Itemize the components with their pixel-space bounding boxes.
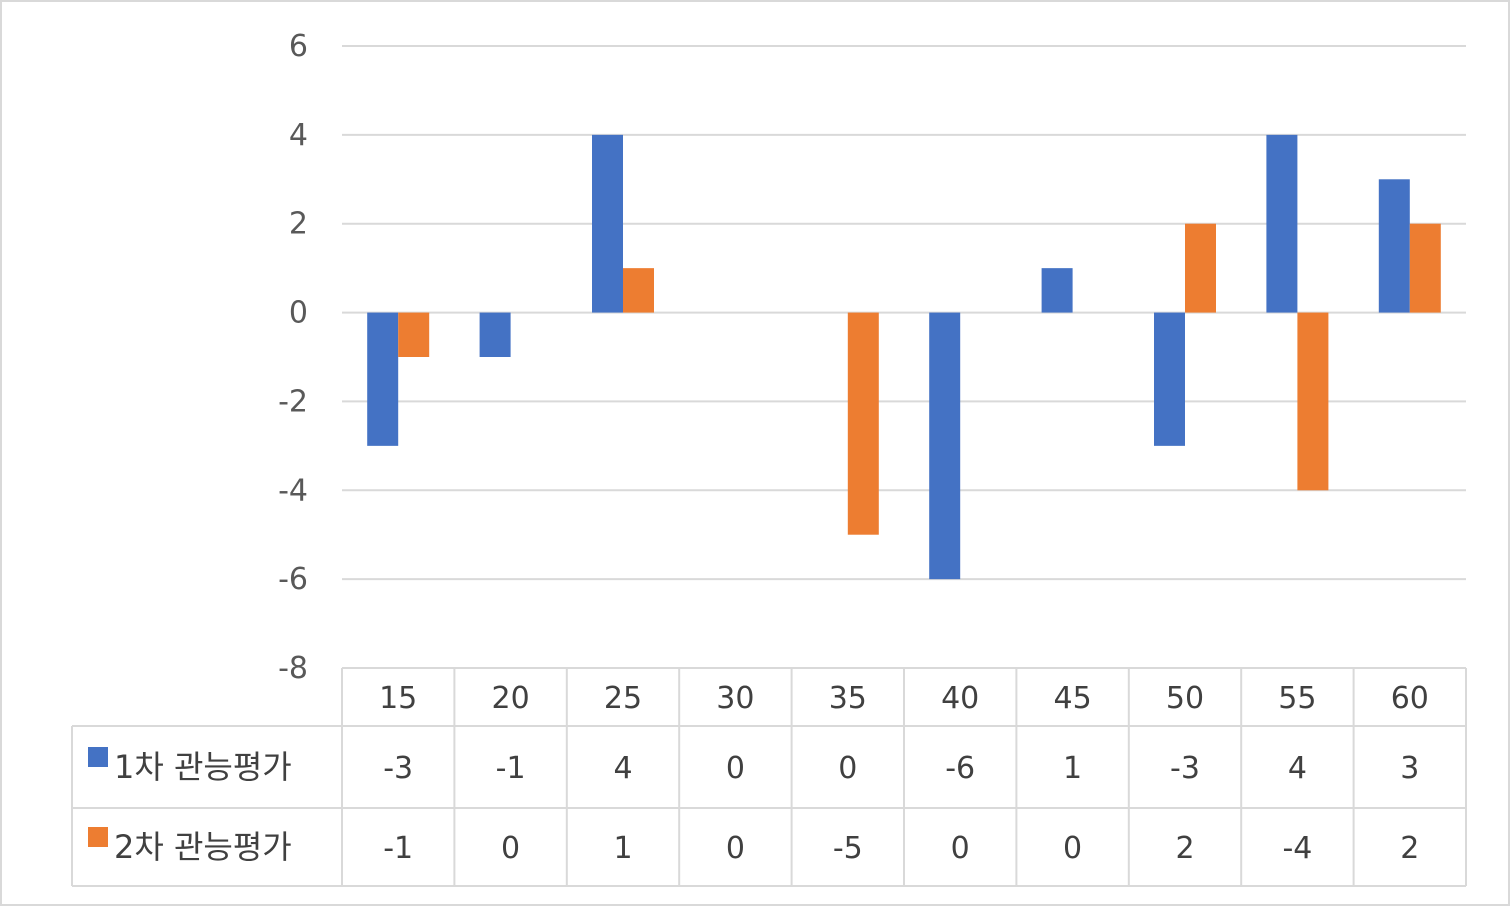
bar-series-2-50	[1185, 223, 1216, 313]
bar-series-1-20	[479, 312, 511, 357]
bar-series-1-40	[929, 312, 961, 580]
series-name-label: 2차 관능평가	[114, 828, 292, 866]
x-category-label: 20	[492, 681, 530, 716]
bar-series-1-25	[592, 134, 623, 313]
y-tick-label: 2	[289, 207, 308, 242]
x-category-label: 55	[1278, 681, 1316, 716]
legend-key-series-2	[88, 827, 108, 847]
data-table-value: 0	[726, 831, 745, 866]
bar-series-2-60	[1409, 223, 1441, 313]
x-category-label: 25	[604, 681, 642, 716]
legend-key-series-1	[88, 747, 108, 767]
data-table-value: 0	[951, 831, 970, 866]
data-table-value: -4	[1282, 831, 1312, 866]
y-tick-label: -4	[278, 473, 308, 508]
data-table-value: -3	[383, 751, 413, 786]
bar-series-1-15	[367, 312, 399, 446]
data-table-value: -1	[383, 831, 413, 866]
y-tick-label: -2	[278, 384, 308, 419]
data-table-value: 2	[1400, 831, 1419, 866]
data-table-value: 0	[726, 751, 745, 786]
data-table-value: 0	[501, 831, 520, 866]
x-category-label: 15	[379, 681, 417, 716]
bar-series-1-45	[1041, 268, 1073, 313]
x-category-label: 40	[941, 681, 979, 716]
data-table-value: 4	[613, 751, 632, 786]
y-tick-label: -6	[278, 562, 308, 597]
bar-series-2-55	[1297, 312, 1329, 491]
y-tick-label: 4	[289, 118, 308, 153]
y-tick-label: 0	[289, 296, 308, 331]
x-category-label: 50	[1166, 681, 1204, 716]
bar-series-1-55	[1266, 134, 1298, 313]
bar-series-1-60	[1378, 179, 1410, 313]
x-category-label: 45	[1054, 681, 1092, 716]
bar-series-2-25	[623, 268, 654, 313]
data-table-value: -1	[496, 751, 526, 786]
x-category-label: 60	[1391, 681, 1429, 716]
bar-series-2-35	[847, 312, 879, 535]
series-name-label: 1차 관능평가	[114, 748, 292, 786]
data-table-value: -6	[945, 751, 975, 786]
data-table-value: 3	[1400, 751, 1419, 786]
bars	[367, 134, 1441, 580]
y-axis-ticks: 6 4 2 0 -2 -4 -6 -8	[278, 29, 308, 686]
x-category-label: 30	[716, 681, 754, 716]
bar-series-2-15	[398, 312, 430, 357]
data-table-value: 2	[1175, 831, 1194, 866]
bar-series-1-50	[1154, 312, 1185, 446]
y-tick-label: 6	[289, 29, 308, 64]
data-table-value: 0	[1063, 831, 1082, 866]
data-table-value: 4	[1288, 751, 1307, 786]
y-tick-label: -8	[278, 651, 308, 686]
data-table-value: 0	[838, 751, 857, 786]
data-table-value: -5	[833, 831, 863, 866]
data-table-value: -3	[1170, 751, 1200, 786]
data-table-value: 1	[1063, 751, 1082, 786]
data-table-value: 1	[613, 831, 632, 866]
gridlines	[342, 45, 1466, 581]
x-category-label: 35	[829, 681, 867, 716]
